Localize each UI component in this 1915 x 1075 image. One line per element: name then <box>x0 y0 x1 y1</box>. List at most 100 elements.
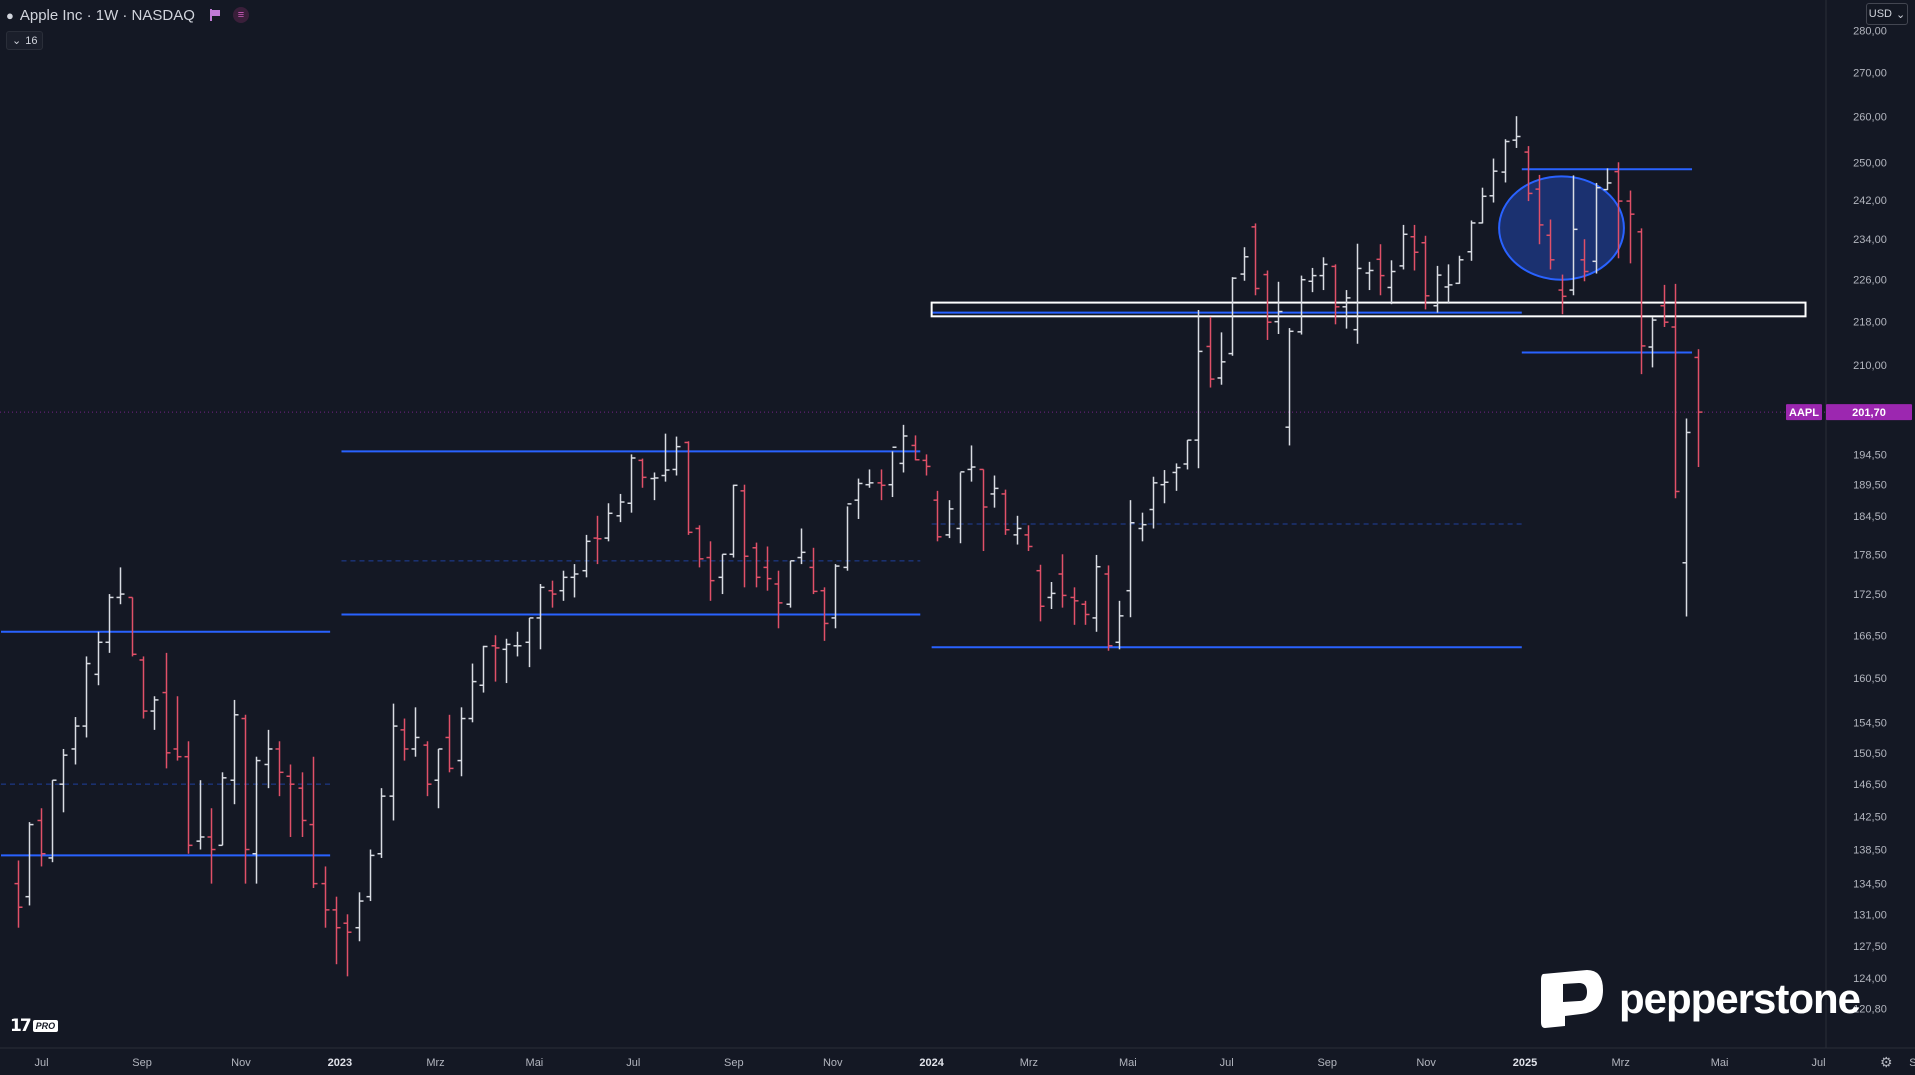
ohlc-bar-91 <box>1047 581 1056 610</box>
ohlc-bar-110 <box>1263 270 1272 340</box>
ohlc-bar-133 <box>1524 146 1533 202</box>
ohlc-bar-79 <box>911 435 920 461</box>
indicators-collapse-button[interactable]: ⌄ 16 <box>6 31 44 50</box>
ohlc-bar-137 <box>1569 175 1578 296</box>
ohlc-bar-52 <box>604 503 613 542</box>
y-tick-label-16: 154,50 <box>1853 717 1887 729</box>
ohlc-bar-44 <box>513 631 522 657</box>
ohlc-bar-95 <box>1092 554 1101 632</box>
y-tick-label-14: 166,50 <box>1853 630 1887 642</box>
gear-icon[interactable]: ⚙ <box>1880 1054 1893 1070</box>
ohlc-bar-22 <box>264 729 273 789</box>
ohlc-bar-107 <box>1228 277 1237 356</box>
ohlc-bar-144 <box>1648 317 1657 368</box>
y-tick-label-20: 138,50 <box>1853 845 1887 857</box>
ohlc-bar-2 <box>37 808 46 867</box>
ohlc-bar-141 <box>1614 162 1623 259</box>
ohlc-bar-135 <box>1546 219 1555 270</box>
y-tick-label-2: 260,00 <box>1853 112 1887 124</box>
ohlc-bar-28 <box>332 896 341 965</box>
x-tick-label-15: 2025 <box>1513 1057 1537 1069</box>
x-tick-label-8: Nov <box>823 1057 843 1069</box>
ohlc-bar-103 <box>1183 439 1192 470</box>
x-tick-label-12: Jul <box>1220 1057 1234 1069</box>
ohlc-bar-102 <box>1172 463 1181 491</box>
y-tick-label-3: 250,00 <box>1853 157 1887 169</box>
ohlc-bar-109 <box>1251 223 1260 296</box>
ohlc-bar-84 <box>967 445 976 482</box>
ohlc-bar-140 <box>1603 168 1612 191</box>
y-tick-label-17: 150,50 <box>1853 748 1887 760</box>
ohlc-bar-116 <box>1331 264 1340 325</box>
ohlc-bar-136 <box>1558 274 1567 315</box>
flag-icon[interactable] <box>209 9 221 21</box>
apple-icon: ● <box>6 7 14 23</box>
price-axis[interactable]: 280,00 270,00 260,00 250,00 242,00 234,00 226,… <box>1853 25 1887 1015</box>
ohlc-bar-51 <box>593 515 602 565</box>
ohlc-bar-6 <box>82 656 91 738</box>
ohlc-bar-93 <box>1070 587 1079 625</box>
y-tick-label-22: 131,00 <box>1853 909 1887 921</box>
time-axis[interactable]: Jul Sep Nov 2023 Mrz Mai Jul Sep Nov 2024 Mrz Mai Ju… <box>35 1057 1915 1069</box>
currency-select[interactable]: USD ⌄ <box>1866 3 1908 25</box>
ohlc-bar-114 <box>1308 267 1317 293</box>
ohlc-bar-85 <box>979 468 988 552</box>
ohlc-bar-50 <box>582 534 591 578</box>
y-tick-label-6: 226,00 <box>1853 275 1887 287</box>
y-tick-label-25: 120,80 <box>1853 1004 1887 1016</box>
ohlc-bar-0 <box>14 860 23 928</box>
ohlc-bar-71 <box>820 587 829 641</box>
x-tick-label-11: Mai <box>1119 1057 1137 1069</box>
ohlc-bar-10 <box>128 596 137 657</box>
tradingview-logo[interactable]: 17 PRO <box>10 1016 59 1036</box>
ohlc-bar-67 <box>774 570 783 629</box>
ohlc-bar-76 <box>877 469 886 501</box>
drawing-layer <box>0 168 1826 857</box>
ohlc-bar-14 <box>173 696 182 761</box>
x-tick-label-18: Jul <box>1811 1057 1825 1069</box>
y-tick-label-0: 280,00 <box>1853 25 1887 37</box>
ohlc-bar-113 <box>1297 275 1306 335</box>
symbol-tag-bg <box>1786 404 1822 421</box>
menu-icon[interactable]: ≡ <box>232 7 249 23</box>
ohlc-bar-55 <box>638 458 647 488</box>
symbol-header[interactable]: ● Apple Inc · 1W · NASDAQ ≡ <box>6 5 249 25</box>
ohlc-bar-33 <box>389 703 398 821</box>
ohlc-bar-117 <box>1342 290 1351 329</box>
ohlc-bar-32 <box>377 788 386 858</box>
x-tick-label-4: Mrz <box>426 1057 444 1069</box>
ohlc-bar-63 <box>729 484 738 558</box>
y-tick-label-11: 184,50 <box>1853 511 1887 523</box>
x-tick-label-1: Sep <box>132 1057 152 1069</box>
ohlc-bar-40 <box>468 663 477 723</box>
ohlc-bar-101 <box>1160 470 1169 504</box>
y-tick-label-4: 242,00 <box>1853 195 1887 207</box>
ohlc-bar-49 <box>570 564 579 598</box>
ohlc-bar-122 <box>1399 224 1408 270</box>
ohlc-bar-132 <box>1512 116 1521 148</box>
ohlc-bar-46 <box>536 583 545 650</box>
y-tick-label-5: 234,00 <box>1853 234 1887 246</box>
ohlc-bar-148 <box>1694 349 1703 468</box>
ohlc-bar-18 <box>218 772 227 847</box>
ohlc-bar-128 <box>1467 220 1476 261</box>
ohlc-bar-5 <box>71 717 80 765</box>
ohlc-bar-48 <box>559 570 568 601</box>
ohlc-bar-41 <box>479 645 488 693</box>
price-tag-label: 201,70 <box>1852 407 1886 419</box>
ohlc-bar-16 <box>196 780 205 850</box>
ohlc-bar-20 <box>241 714 250 884</box>
ohlc-bar-17 <box>207 808 216 884</box>
y-tick-label-23: 127,50 <box>1853 941 1887 953</box>
ohlc-bar-92 <box>1058 554 1067 608</box>
ohlc-bar-38 <box>445 714 454 773</box>
ohlc-bar-80 <box>922 454 931 476</box>
y-tick-label-7: 218,00 <box>1853 317 1887 329</box>
y-tick-label-24: 124,00 <box>1853 973 1887 985</box>
ohlc-bar-69 <box>797 528 806 565</box>
ohlc-bar-73 <box>843 503 852 571</box>
ohlc-bar-58 <box>672 436 681 476</box>
ohlc-bar-129 <box>1478 187 1487 224</box>
symbol-title: Apple Inc · 1W · NASDAQ <box>19 6 195 24</box>
